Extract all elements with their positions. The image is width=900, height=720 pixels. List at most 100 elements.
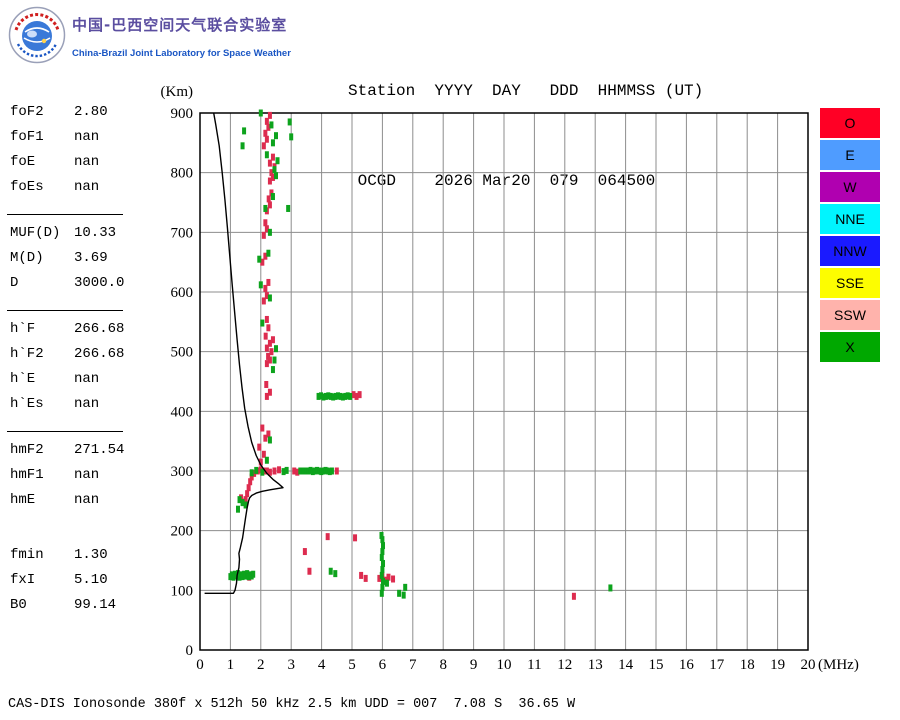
x-echo-point <box>254 466 259 474</box>
legend-item-X: X <box>820 332 880 362</box>
o-echo-point <box>267 177 272 185</box>
x-echo-point <box>348 392 353 400</box>
o-echo-point <box>264 360 269 368</box>
y-tick-label: 900 <box>171 106 194 122</box>
lab-title-chinese: 中国-巴西空间天气联合实验室 <box>72 16 288 34</box>
o-echo-point <box>248 478 253 486</box>
x-echo-point <box>333 570 338 578</box>
o-echo-point <box>263 434 268 442</box>
x-echo-point <box>306 467 311 475</box>
x-echo-point <box>329 467 334 475</box>
param-value: nan <box>74 154 100 170</box>
param-value: 271.54 <box>74 442 125 458</box>
param-row-MD: M(D) 3.69 <box>10 250 124 275</box>
o-echo-point <box>261 297 266 305</box>
lab-logo-icon <box>8 6 66 64</box>
x-echo-point <box>316 392 321 400</box>
o-echo-point <box>257 443 262 451</box>
x-echo-point <box>384 579 389 587</box>
station-header-fields: Station YYYY DAY DDD HHMMSS (UT) <box>348 82 704 100</box>
param-label: hmE <box>10 492 36 508</box>
x-echo-point <box>236 505 240 513</box>
x-echo-point <box>333 392 338 400</box>
station-header-values: OCGD 2026 Mar20 079 064500 <box>348 172 656 190</box>
y-tick-label: 300 <box>171 464 194 480</box>
x-echo-point <box>269 121 274 129</box>
x-echo-point <box>380 565 385 573</box>
param-group: fmin 1.30 fxI 5.10 B0 99.14 <box>10 547 124 622</box>
x-echo-point <box>608 584 613 592</box>
param-value: 10.33 <box>74 225 117 241</box>
x-echo-point <box>274 132 278 140</box>
param-group: hmF2 271.54 hmF1 nan hmE nan <box>10 442 124 517</box>
o-echo-point <box>325 533 330 541</box>
o-echo-point <box>267 468 272 476</box>
param-value: 2.80 <box>74 104 108 120</box>
o-echo-point <box>302 548 307 556</box>
o-echo-point <box>269 169 274 177</box>
o-echo-point <box>261 450 266 458</box>
o-echo-point <box>264 117 269 125</box>
x-echo-point <box>321 467 326 475</box>
x-echo-point <box>258 109 263 117</box>
lab-titles: 中国-巴西空间天气联合实验室 China-Brazil Joint Labora… <box>72 14 291 59</box>
o-echo-point <box>252 469 257 477</box>
x-echo-point <box>267 436 272 444</box>
o-echo-point <box>272 467 277 475</box>
x-echo-point <box>381 577 386 585</box>
lab-title-english: China-Brazil Joint Laboratory for Space … <box>72 48 291 59</box>
x-tick-label: 4 <box>318 657 326 673</box>
y-tick-label: 800 <box>171 166 194 182</box>
o-echo-point <box>243 496 248 504</box>
o-echo-point <box>277 466 282 474</box>
param-group: h`F 266.68 h`F2 266.68 h`E nan h`Es nan <box>10 321 124 421</box>
x-echo-point <box>315 466 320 474</box>
x-tick-label: 7 <box>409 657 417 673</box>
param-label: fxI <box>10 572 36 588</box>
x-echo-point <box>340 393 345 401</box>
china-brazil-lab-logo <box>8 6 66 64</box>
x-echo-point <box>260 319 265 327</box>
x-echo-point <box>379 589 384 597</box>
x-echo-point <box>301 467 306 475</box>
param-value: nan <box>74 396 100 412</box>
o-echo-point <box>263 129 268 137</box>
o-echo-point <box>258 458 263 466</box>
x-echo-point <box>380 583 385 591</box>
param-value: 5.10 <box>74 572 108 588</box>
x-echo-point <box>240 499 245 507</box>
x-echo-point <box>258 281 263 289</box>
param-value: nan <box>74 492 100 508</box>
x-echo-point <box>267 294 272 302</box>
param-value: nan <box>74 371 100 387</box>
o-echo-point <box>261 231 266 239</box>
x-echo-point <box>270 193 275 201</box>
x-tick-label: 13 <box>588 657 603 673</box>
x-tick-label: 8 <box>439 657 447 673</box>
o-echo-point <box>264 135 269 143</box>
x-echo-point <box>381 559 386 567</box>
x-echo-point <box>274 345 278 353</box>
o-echo-point <box>267 111 272 119</box>
o-echo-point <box>363 574 368 582</box>
x-tick-label: 5 <box>348 657 356 673</box>
x-echo-point <box>310 468 315 476</box>
x-tick-label: 19 <box>770 657 785 673</box>
o-echo-point <box>269 189 274 197</box>
param-divider <box>7 310 123 311</box>
param-row-foF2: foF2 2.80 <box>10 104 124 129</box>
x-tick-label: 20 <box>801 657 816 673</box>
x-echo-point <box>327 468 332 476</box>
legend-item-NNW: NNW <box>820 236 880 266</box>
param-label: M(D) <box>10 250 44 266</box>
o-echo-point <box>267 339 272 347</box>
o-echo-point <box>386 573 391 581</box>
x-echo-point <box>380 548 385 556</box>
o-echo-point <box>351 391 356 399</box>
x-echo-point <box>304 467 309 475</box>
x-echo-point <box>336 392 341 400</box>
x-echo-point <box>331 393 336 401</box>
parameter-panel: foF2 2.80 foF1 nan foE nan foEs nan MUF(D) 10.33 M… <box>7 104 124 622</box>
o-echo-point <box>263 252 268 260</box>
param-label: h`F2 <box>10 346 44 362</box>
